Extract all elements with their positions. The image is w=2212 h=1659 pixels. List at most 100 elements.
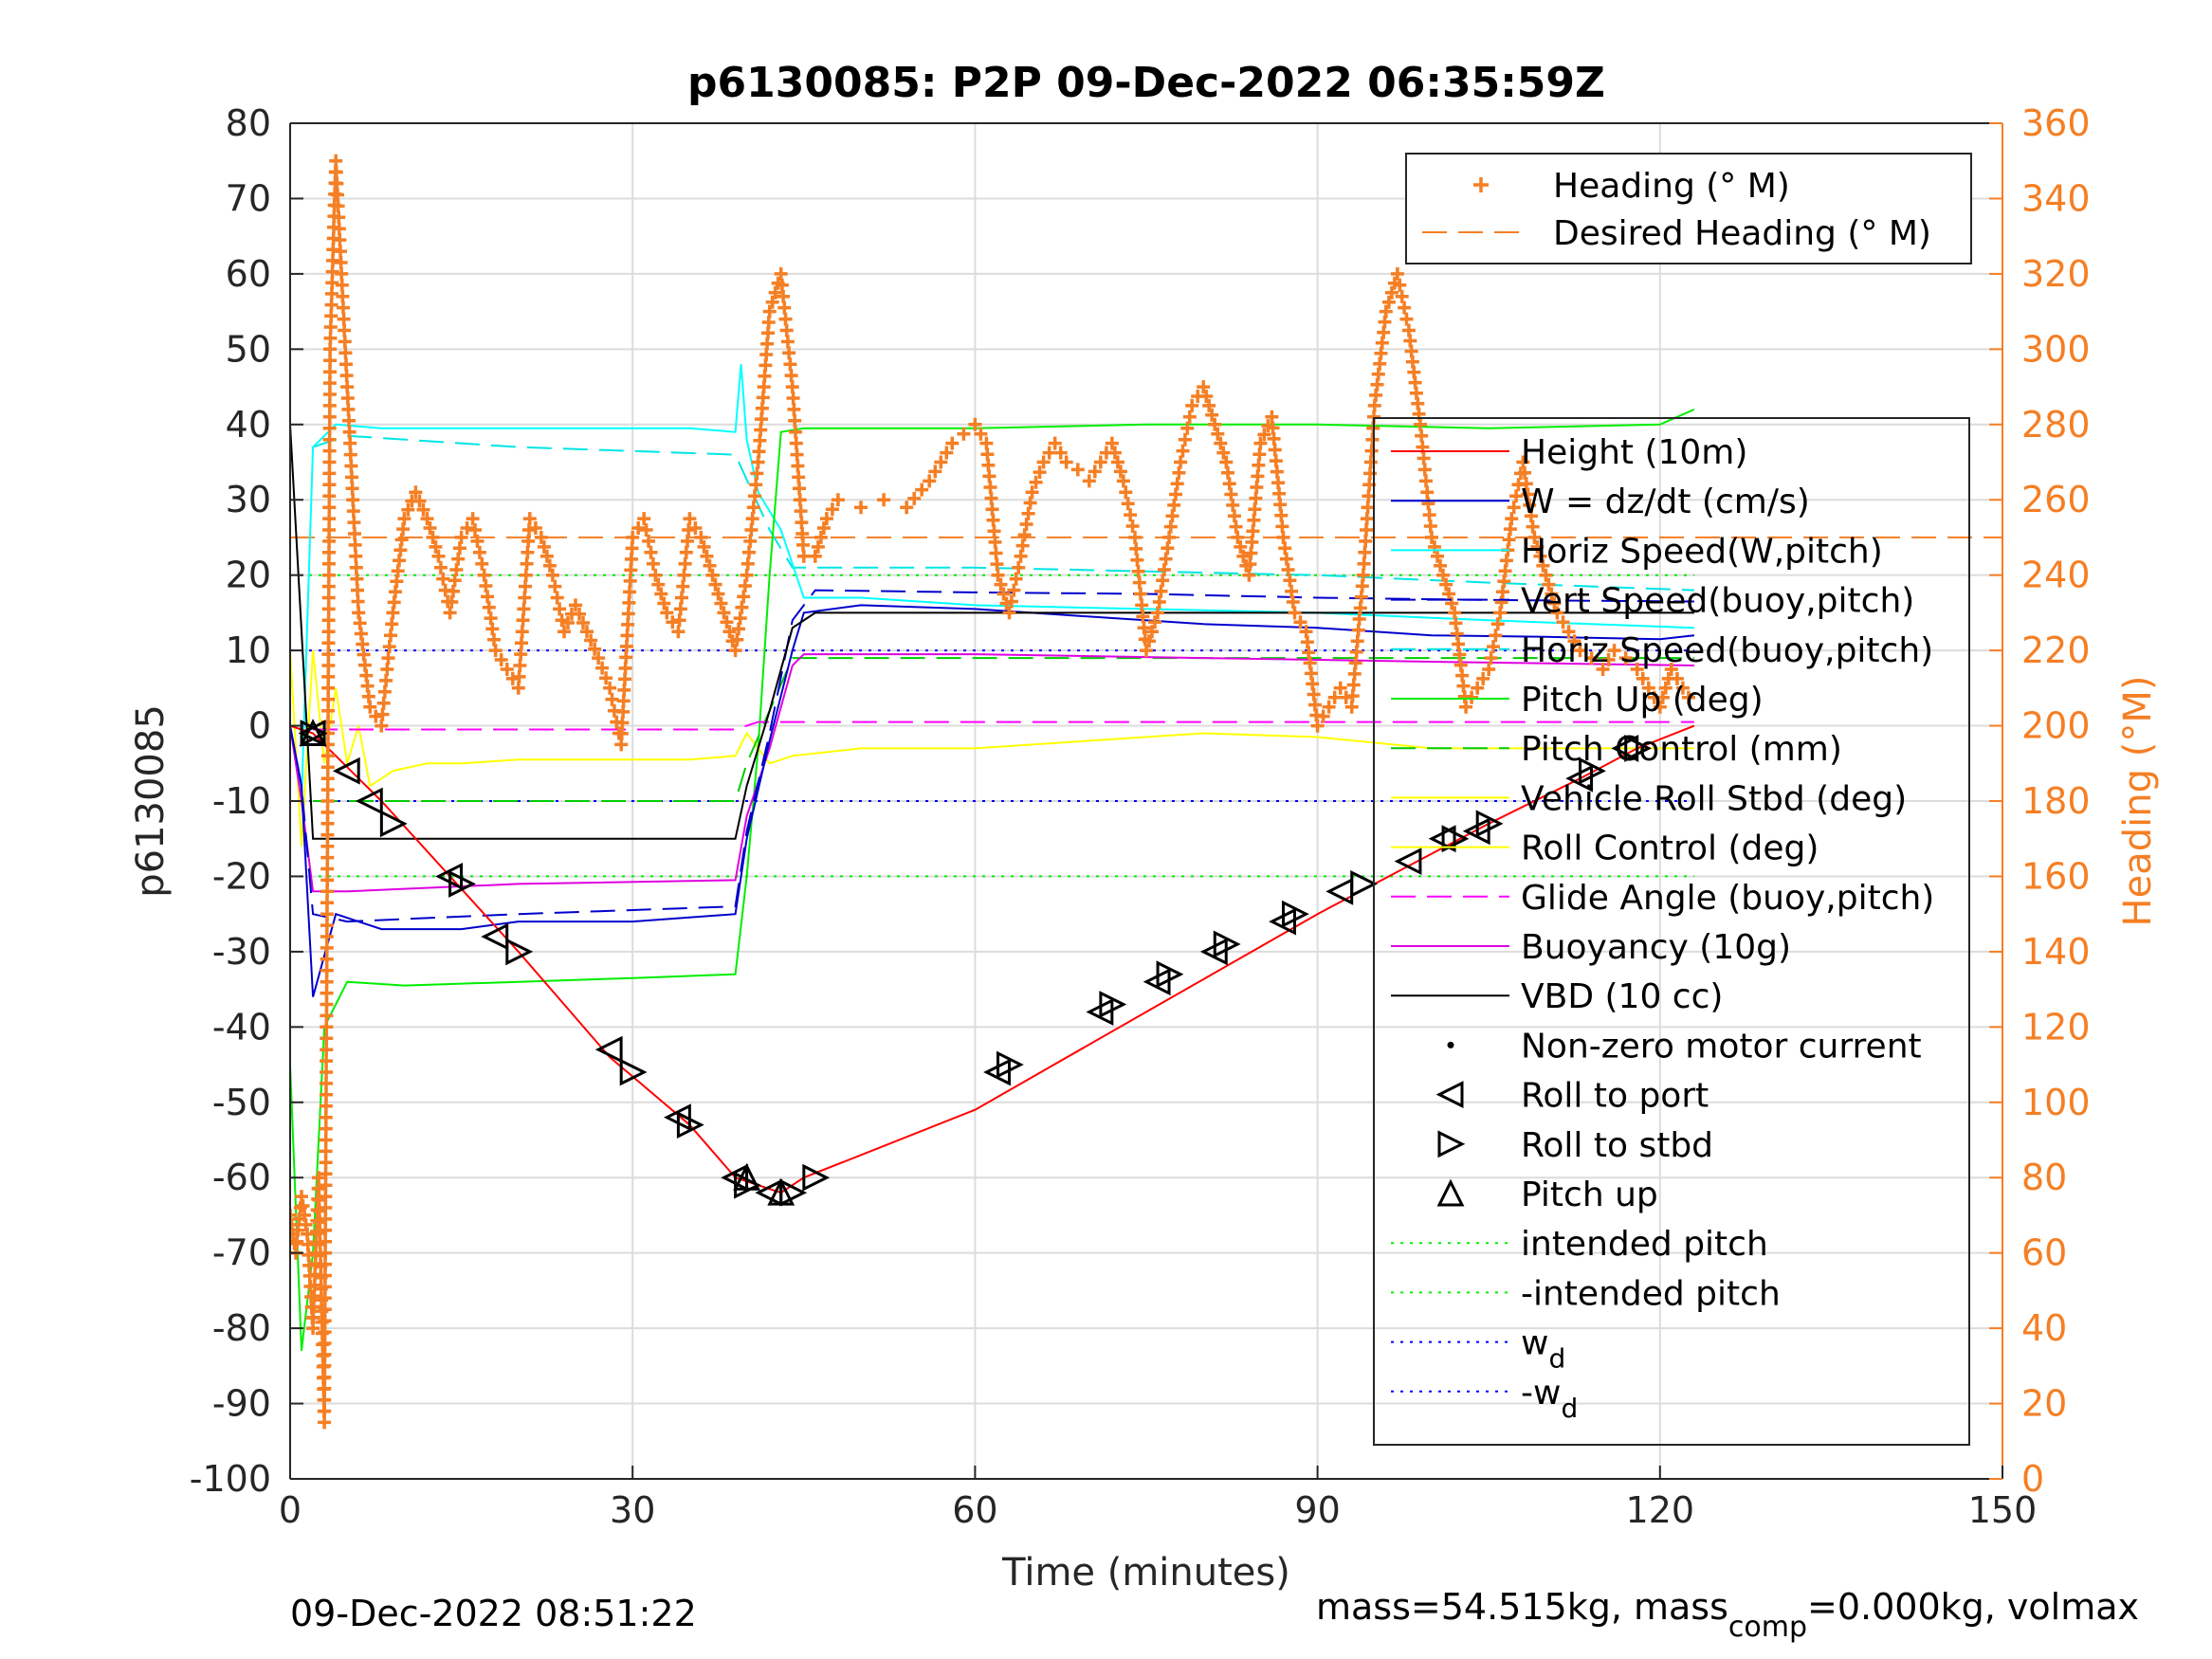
- heading-point: [1476, 671, 1490, 685]
- heading-point: [1176, 444, 1190, 458]
- heading-point: [599, 671, 613, 685]
- heading-point: [397, 512, 411, 526]
- heading-point: [320, 749, 335, 763]
- heading-point: [811, 539, 825, 554]
- heading-point: [321, 636, 336, 650]
- heading-point: [1281, 563, 1295, 576]
- heading-point: [409, 485, 423, 500]
- heading-point: [381, 651, 395, 665]
- heading-point: [1357, 556, 1371, 571]
- heading-point: [703, 558, 717, 573]
- heading-point: [401, 502, 415, 517]
- heading-point: [369, 709, 383, 723]
- heading-point: [1507, 501, 1521, 515]
- marker-roll-to-port: [594, 1035, 623, 1064]
- heading-point: [320, 975, 334, 989]
- legend-label-pitch-up: Pitch up: [1521, 1176, 1658, 1214]
- y-tick-label: 50: [226, 328, 271, 370]
- legend-heading-box: [1405, 153, 1972, 264]
- heading-point: [318, 1291, 332, 1305]
- heading-point: [1417, 463, 1432, 477]
- y-tick-label: 60: [226, 253, 271, 295]
- heading-point: [1214, 436, 1228, 450]
- heading-point: [363, 700, 377, 714]
- heading-point: [323, 365, 337, 379]
- heading-point: [537, 539, 551, 554]
- heading-point: [1653, 700, 1667, 714]
- heading-point: [694, 530, 708, 544]
- heading-point: [793, 493, 807, 507]
- legend-label-pitch-control-mm: Pitch Control (mm): [1521, 730, 1842, 769]
- heading-point: [708, 577, 722, 592]
- heading-point: [320, 940, 334, 955]
- heading-point: [1017, 528, 1032, 542]
- heading-point: [654, 587, 668, 601]
- heading-point: [345, 470, 358, 484]
- marker-roll-to-stbd: [996, 1050, 1024, 1079]
- heading-point: [1023, 496, 1037, 510]
- heading-point: [322, 466, 337, 481]
- heading-point: [322, 523, 337, 537]
- marker-roll-to-stbd: [1441, 825, 1470, 853]
- heading-point: [318, 1415, 332, 1430]
- heading-point: [512, 669, 526, 684]
- heading-point: [1573, 644, 1587, 658]
- x-tick-label: 60: [952, 1489, 997, 1531]
- y2-tick-label: 200: [2021, 705, 2091, 747]
- heading-point: [1360, 523, 1373, 537]
- heading-point: [1655, 690, 1670, 704]
- heading-point: [1148, 615, 1161, 629]
- heading-point: [319, 1167, 333, 1181]
- heading-point: [1014, 549, 1028, 563]
- heading-point: [351, 583, 364, 597]
- y2-tick-label: 60: [2021, 1232, 2067, 1274]
- heading-point: [1121, 497, 1135, 511]
- heading-point: [626, 530, 640, 544]
- heading-point: [319, 1257, 332, 1271]
- heading-point: [1093, 455, 1107, 469]
- heading-point: [1398, 301, 1412, 315]
- heading-point: [1393, 278, 1407, 292]
- chart-title: p6130085: P2P 09-Dec-2022 06:35:59Z: [687, 59, 1605, 107]
- heading-point: [651, 577, 666, 592]
- heading-point: [1356, 568, 1370, 582]
- heading-point: [320, 1031, 334, 1046]
- heading-point: [580, 625, 594, 639]
- heading-point: [1178, 432, 1192, 447]
- heading-point: [1664, 663, 1678, 676]
- marker-pitch-up: [767, 1177, 795, 1206]
- heading-point: [341, 402, 356, 416]
- heading-point: [1436, 568, 1450, 582]
- heading-point: [1420, 485, 1435, 500]
- heading-point: [321, 568, 336, 582]
- y-tick-label: 0: [248, 705, 271, 747]
- heading-point: [334, 256, 348, 269]
- heading-point: [934, 455, 948, 469]
- heading-point: [1417, 451, 1431, 465]
- heading-point: [1530, 539, 1545, 554]
- heading-point: [320, 1009, 334, 1023]
- heading-point: [319, 1099, 333, 1113]
- heading-point: [321, 659, 336, 672]
- heading-point: [322, 410, 337, 424]
- heading-point: [1216, 446, 1231, 460]
- heading-point: [324, 309, 338, 323]
- heading-point: [688, 521, 703, 535]
- heading-point: [522, 512, 537, 526]
- heading-point: [1002, 606, 1016, 620]
- heading-point: [542, 558, 557, 573]
- heading-point: [1333, 681, 1347, 695]
- y-tick-label: 20: [226, 555, 271, 596]
- heading-point: [1036, 455, 1051, 469]
- heading-point: [996, 587, 1011, 601]
- heading-point: [675, 591, 688, 605]
- heading-point: [1185, 398, 1199, 412]
- heading-point: [320, 873, 335, 887]
- heading-point: [1536, 558, 1550, 573]
- legend-swatch-triangle: [1435, 1081, 1464, 1109]
- heading-point: [1364, 444, 1379, 458]
- heading-point: [1381, 295, 1396, 309]
- heading-point: [1070, 463, 1085, 477]
- heading-point: [588, 642, 602, 656]
- maneuver-markers: [298, 719, 1653, 1207]
